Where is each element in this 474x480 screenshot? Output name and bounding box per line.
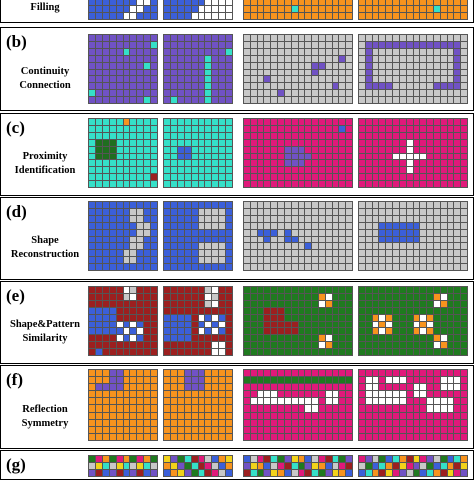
grid-f2 bbox=[163, 369, 233, 441]
grid-d4 bbox=[358, 201, 468, 271]
grid-e2 bbox=[163, 286, 233, 356]
panel-b-name-line2: Connection bbox=[19, 80, 71, 91]
panel-f-name-line1: Reflection bbox=[22, 404, 68, 415]
panel-d-name-line2: Reconstruction bbox=[10, 249, 80, 260]
grid-d2 bbox=[163, 201, 233, 271]
grid-f4 bbox=[358, 369, 468, 441]
panel-c-letter: (c) bbox=[6, 118, 25, 137]
grid-e1 bbox=[88, 286, 158, 356]
grid-b2 bbox=[163, 34, 233, 104]
panel-c-name-line2: Identification bbox=[14, 165, 76, 176]
grid-a4 bbox=[358, 0, 468, 20]
panel-d-name-line1: Shape bbox=[31, 235, 59, 246]
grid-a2 bbox=[163, 0, 233, 20]
grid-f3 bbox=[243, 369, 353, 441]
grid-c3 bbox=[243, 118, 353, 188]
panel-d-letter: (d) bbox=[6, 202, 27, 221]
grid-e4 bbox=[358, 286, 468, 356]
panel-b-name-line1: Continuity bbox=[20, 66, 70, 77]
panel-a-name: Filling bbox=[30, 2, 60, 13]
grid-a1 bbox=[88, 0, 158, 20]
panel-e-name-line1: Shape&Pattern bbox=[10, 319, 80, 330]
panel-g-letter: (g) bbox=[6, 455, 26, 474]
panel-b-letter: (b) bbox=[6, 32, 27, 51]
panel-e-letter: (e) bbox=[6, 286, 25, 305]
panel-e-name-line2: Similarity bbox=[22, 333, 68, 344]
grid-c4 bbox=[358, 118, 468, 188]
panel-f-letter: (f) bbox=[6, 370, 23, 389]
panel-f-name-line2: Symmetry bbox=[21, 418, 69, 429]
grid-b1 bbox=[88, 34, 158, 104]
grid-b3 bbox=[243, 34, 353, 104]
grid-f1 bbox=[88, 369, 158, 441]
grid-g2 bbox=[163, 455, 233, 477]
grid-g3 bbox=[243, 455, 353, 477]
grid-a3 bbox=[243, 0, 353, 20]
grid-c2 bbox=[163, 118, 233, 188]
grid-c1 bbox=[88, 118, 158, 188]
grid-d1 bbox=[88, 201, 158, 271]
grid-b4 bbox=[358, 34, 468, 104]
grid-d3 bbox=[243, 201, 353, 271]
grid-e3 bbox=[243, 286, 353, 356]
grid-g4 bbox=[358, 455, 468, 477]
panel-c-name-line1: Proximity bbox=[22, 151, 68, 162]
